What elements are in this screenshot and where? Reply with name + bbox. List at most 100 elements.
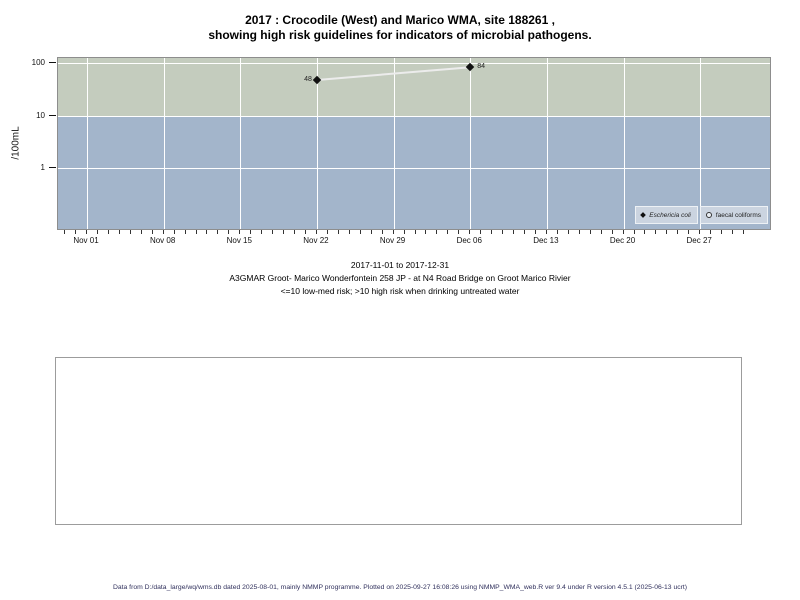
x-minor-tick (480, 230, 482, 234)
x-minor-tick (534, 230, 536, 234)
x-tick-label: Nov 15 (226, 236, 252, 245)
legend-label: Eschericia coli (649, 211, 691, 219)
legend-entry: Eschericia coli (635, 206, 698, 224)
footer-text: Data from D:/data_large/wq/wms.db dated … (112, 584, 688, 591)
y-gridline (58, 63, 770, 64)
x-gridline (623, 58, 625, 229)
x-minor-tick (337, 230, 339, 234)
x-tick-label: Nov 01 (73, 236, 99, 245)
x-minor-tick (305, 230, 306, 234)
x-minor-tick (425, 230, 427, 234)
x-minor-tick (75, 230, 77, 234)
x-minor-tick (392, 230, 394, 234)
chart-title-line1: 2017 : Crocodile (West) and Marico WMA, … (245, 13, 555, 27)
x-minor-tick (118, 230, 120, 234)
x-minor-tick (545, 230, 547, 234)
x-minor-tick (403, 230, 405, 234)
caption-site: A3GMAR Groot- Marico Wonderfontein 258 J… (229, 273, 571, 283)
x-minor-tick (589, 230, 591, 234)
y-gridline (58, 168, 770, 169)
x-gridline (546, 58, 548, 229)
x-minor-tick (283, 230, 285, 234)
filled-diamond-icon (640, 212, 647, 218)
x-gridline (240, 58, 242, 229)
x-minor-tick (184, 230, 186, 234)
x-minor-tick (644, 230, 646, 234)
x-minor-tick (381, 230, 383, 234)
x-minor-tick (556, 230, 558, 234)
y-axis-label: /100mL (10, 126, 22, 160)
x-minor-tick (162, 230, 164, 234)
x-minor-tick (611, 230, 613, 234)
x-minor-tick (239, 230, 241, 234)
x-minor-tick (458, 230, 460, 234)
x-minor-tick (710, 230, 712, 234)
y-tick-label: 100 (31, 58, 45, 67)
x-minor-tick (524, 230, 525, 234)
x-minor-tick (732, 230, 734, 234)
x-minor-tick (513, 230, 515, 234)
x-tick-label: Nov 22 (303, 236, 329, 245)
x-minor-tick (64, 230, 66, 234)
x-minor-tick (688, 230, 690, 234)
chart-title: 2017 : Crocodile (West) and Marico WMA, … (0, 13, 800, 43)
x-minor-tick (348, 230, 350, 234)
x-minor-tick (567, 230, 569, 234)
x-gridline (393, 58, 395, 229)
x-minor-tick (250, 230, 252, 234)
x-minor-tick (107, 230, 109, 234)
x-minor-tick (294, 230, 296, 234)
x-minor-tick (359, 230, 361, 234)
x-minor-tick (370, 230, 372, 234)
y-tick (49, 62, 56, 63)
high-risk-band (58, 58, 770, 116)
x-minor-tick (272, 230, 274, 234)
x-minor-tick (721, 230, 723, 234)
x-minor-tick (195, 230, 197, 234)
x-minor-tick (699, 230, 701, 234)
x-tick-label: Dec 27 (686, 236, 712, 245)
y-tick (49, 167, 56, 168)
x-tick-label: Dec 20 (609, 236, 636, 245)
x-minor-tick (469, 230, 471, 234)
x-minor-tick (326, 230, 328, 234)
x-tick-label: Dec 06 (456, 236, 482, 245)
x-minor-tick (633, 230, 635, 234)
legend: Eschericia coli faecal coliforms (635, 206, 768, 224)
x-gridline (470, 58, 472, 229)
x-minor-tick (436, 230, 438, 234)
x-minor-tick (447, 230, 449, 234)
caption-risk-note: <=10 low-med risk; >10 high risk when dr… (280, 286, 520, 296)
open-circle-icon (705, 212, 712, 218)
x-gridline (87, 58, 88, 229)
x-minor-tick (129, 230, 131, 234)
x-gridline (316, 58, 318, 229)
x-minor-tick (743, 230, 744, 234)
caption-date-range: 2017-11-01 to 2017-12-31 (350, 260, 450, 270)
x-minor-tick (228, 230, 230, 234)
y-tick (49, 114, 56, 116)
data-point-label: 84 (477, 62, 486, 70)
x-minor-tick (677, 230, 679, 234)
legend-label: faecal coliforms (715, 211, 761, 219)
y-tick-label: 1 (40, 163, 45, 172)
x-minor-tick (491, 230, 493, 234)
x-minor-tick (206, 230, 208, 234)
x-gridline (163, 58, 165, 229)
x-tick-label: Nov 29 (379, 236, 406, 245)
data-point-label: 48 (304, 75, 312, 83)
x-minor-tick (502, 230, 504, 234)
chart-title-line2: showing high risk guidelines for indicat… (208, 28, 592, 42)
x-minor-tick (578, 230, 580, 234)
x-minor-tick (261, 230, 263, 234)
x-gridline (700, 58, 702, 229)
chart-region: /100mL 48 84 Eschericia coli faecal colifor… (10, 57, 771, 245)
x-minor-tick (315, 230, 317, 234)
x-tick-label: Nov 08 (149, 236, 176, 245)
x-minor-tick (666, 230, 668, 234)
x-minor-tick (173, 230, 175, 234)
x-tick-label: Dec 13 (533, 236, 559, 245)
empty-panel (55, 357, 742, 525)
x-minor-tick (414, 230, 416, 234)
y-tick-label: 10 (36, 110, 45, 120)
